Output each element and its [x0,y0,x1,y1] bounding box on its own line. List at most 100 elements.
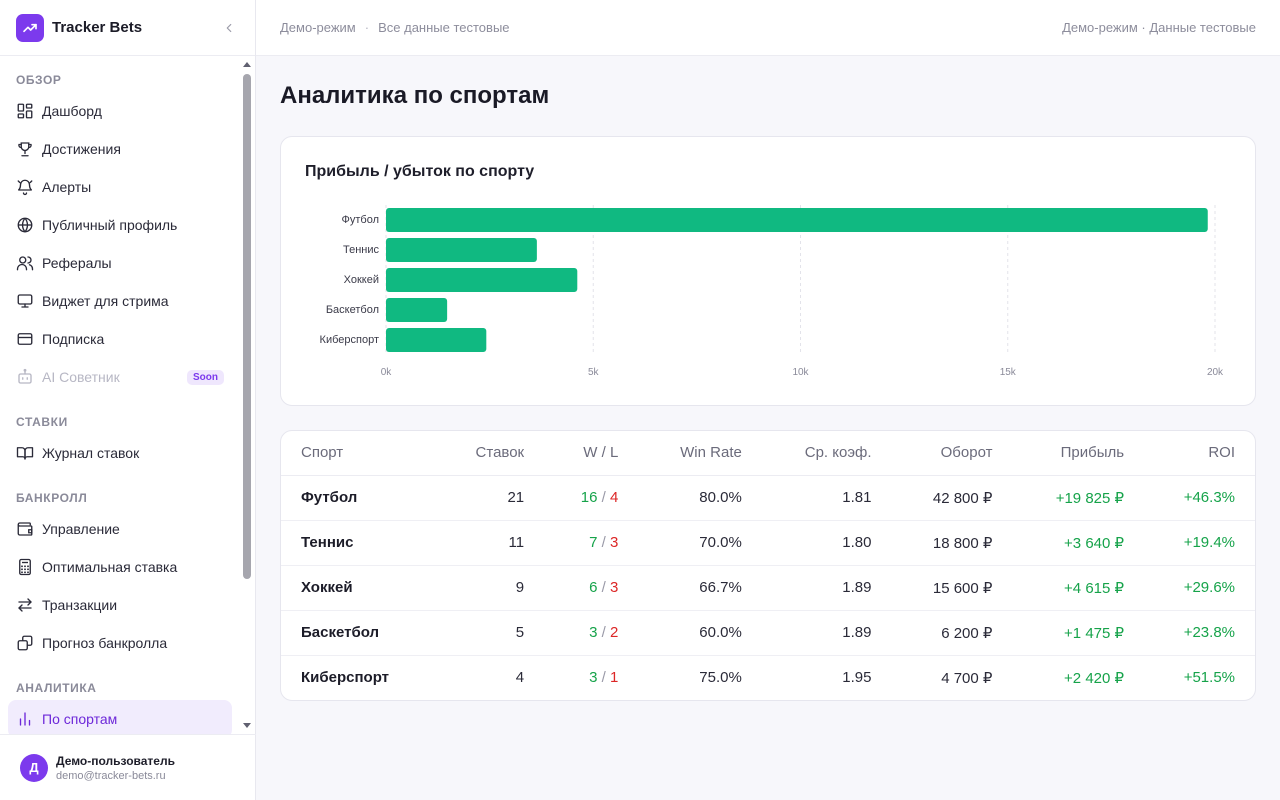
brand: Tracker Bets [0,0,255,56]
bar-chart-icon [19,712,31,726]
sidebar-item-label: Публичный профиль [42,217,178,233]
column-header-avg-odds[interactable]: Ср. коэф. [761,431,892,476]
cell-avg-odds: 1.81 [761,475,892,521]
chart-title: Прибыль / убыток по спорту [305,163,535,180]
sidebar-item-label: Управление [42,521,120,537]
table-row[interactable]: Баскетбол 5 3 / 2 60.0% 1.89 6 200 ₽ +1 … [281,610,1255,656]
losses-value: 4 [609,489,619,506]
cell-roi: +29.6% [1144,565,1255,611]
table-row[interactable]: Теннис 11 7 / 3 70.0% 1.80 18 800 ₽ +3 6… [281,520,1255,566]
cell-turnover: 18 800 ₽ [891,520,1013,566]
collapse-sidebar-button[interactable] [219,18,239,38]
demo-mode-sublabel: Все данные тестовые [378,20,510,35]
sidebar-item-label: По спортам [42,711,118,727]
y-category-label: Хоккей [344,274,379,286]
sidebar-item-bankroll-forecast[interactable]: Прогноз банкролла [8,624,232,662]
cell-avg-odds: 1.95 [842,669,872,687]
cell-avg-odds: 1.80 [761,520,892,566]
topbar: Демо-режим · Все данные тестовые Демо-ре… [256,0,1280,56]
scroll-up-arrow-icon[interactable] [243,62,251,67]
sidebar-item-label: Журнал ставок [42,445,140,461]
user-profile[interactable]: Д Демо-пользователь demo@tracker-bets.ru [0,734,256,800]
wl-separator: / [597,534,610,551]
cell-turnover: 15 600 ₽ [891,565,1013,611]
table-row[interactable]: Киберспорт 4 3 / 1 75.0% 1.95 4 700 ₽ +2… [281,655,1255,700]
wl-separator: / [597,489,610,506]
wins-value: 3 [589,669,598,687]
profit-bar [386,268,578,292]
cell-sport: Хоккей [281,565,437,611]
column-header-sport[interactable]: Спорт [281,431,437,476]
main-content: Аналитика по спортам Прибыль / убыток по… [256,56,1280,800]
losses-value: 2 [609,624,619,641]
sidebar-item-public-profile[interactable]: Публичный профиль [8,206,232,244]
demo-mode-status: Демо-режим · Данные тестовые [1062,20,1256,35]
cell-winrate: 70.0% [638,520,762,566]
cell-roi: +19.4% [1144,520,1255,566]
sidebar-item-label: Оптимальная ставка [42,559,178,575]
table-row[interactable]: Футбол 21 16 / 4 80.0% 1.81 42 800 ₽ +19… [281,475,1255,521]
section-title-analytics: АНАЛИТИКА [16,681,97,695]
x-tick-label: 0k [381,367,393,378]
y-category-label: Футбол [342,214,380,226]
losses-value: 3 [609,534,619,551]
brand-name: Tracker Bets [52,19,143,36]
cell-profit: +4 615 ₽ [1012,565,1145,611]
sidebar-item-label: Дашборд [42,103,102,119]
section-title-bankroll: БАНКРОЛЛ [16,491,88,505]
sidebar-item-referrals[interactable]: Рефералы [8,244,232,282]
trophy-icon [18,142,32,157]
column-header-roi[interactable]: ROI [1144,431,1255,476]
user-email: demo@tracker-bets.ru [56,769,166,782]
sidebar-item-subscription[interactable]: Подписка [8,320,232,358]
sidebar-nav: ОБЗОР Дашборд Достижения Алерты Публичны… [0,56,256,734]
user-name: Демо-пользователь [56,753,175,768]
soon-badge: Soon [187,369,224,385]
sidebar-item-label: AI Советник [42,369,120,385]
losses-value: 1 [609,669,619,687]
profit-bar [386,328,487,352]
cell-winrate: 60.0% [638,610,762,656]
sidebar-item-stream-widget[interactable]: Виджет для стрима [8,282,232,320]
cell-turnover: 42 800 ₽ [891,475,1013,521]
cell-bets: 21 [436,475,545,521]
cell-sport: Теннис [281,520,437,566]
cell-turnover: 4 700 ₽ [941,669,993,687]
column-header-profit[interactable]: Прибыль [1012,431,1145,476]
profit-bar-chart: 0k 5k 10k 15k 20k Футбол Теннис Хоккей Баскетбол… [320,205,1224,378]
cell-wl: 3 / 1 [544,655,638,700]
forecast-icon [17,635,33,651]
sidebar-item-achievements[interactable]: Достижения [8,130,232,168]
book-icon [16,447,34,460]
y-category-label: Баскетбол [326,304,379,316]
sidebar-item-dashboard[interactable]: Дашборд [8,92,232,130]
cell-bets: 4 [515,669,525,687]
scrollbar-thumb[interactable] [243,74,251,579]
column-header-winrate[interactable]: Win Rate [638,431,762,476]
cell-bets: 5 [436,610,545,656]
column-header-bets[interactable]: Ставок [436,431,545,476]
losses-value: 3 [609,579,619,596]
sidebar-item-by-sport[interactable]: По спортам [8,700,232,734]
y-category-label: Киберспорт [320,334,379,346]
cell-bets: 9 [436,565,545,611]
sidebar-item-alerts[interactable]: Алерты [8,168,232,206]
column-header-turnover[interactable]: Оборот [891,431,1013,476]
cell-roi: +51.5% [1183,669,1235,687]
scroll-down-arrow-icon[interactable] [243,723,251,728]
wins-value: 6 [589,579,598,596]
column-header-wl[interactable]: W / L [544,431,639,476]
sidebar-scrollbar[interactable] [243,56,251,734]
cell-wl: 16 / 4 [544,475,639,521]
x-tick-label: 20k [1207,367,1224,378]
calculator-icon [19,558,31,576]
sidebar-item-transactions[interactable]: Транзакции [8,586,232,624]
sidebar-item-bet-journal[interactable]: Журнал ставок [8,434,232,472]
separator-dot: · [364,20,370,35]
bot-icon [18,368,32,384]
sidebar-item-optimal-stake[interactable]: Оптимальная ставка [8,548,232,586]
sidebar-item-management[interactable]: Управление [8,510,232,548]
cell-profit: +2 420 ₽ [1064,669,1125,687]
table-row[interactable]: Хоккей 9 6 / 3 66.7% 1.89 15 600 ₽ +4 61… [281,565,1255,611]
cell-wl: 6 / 3 [544,565,639,611]
